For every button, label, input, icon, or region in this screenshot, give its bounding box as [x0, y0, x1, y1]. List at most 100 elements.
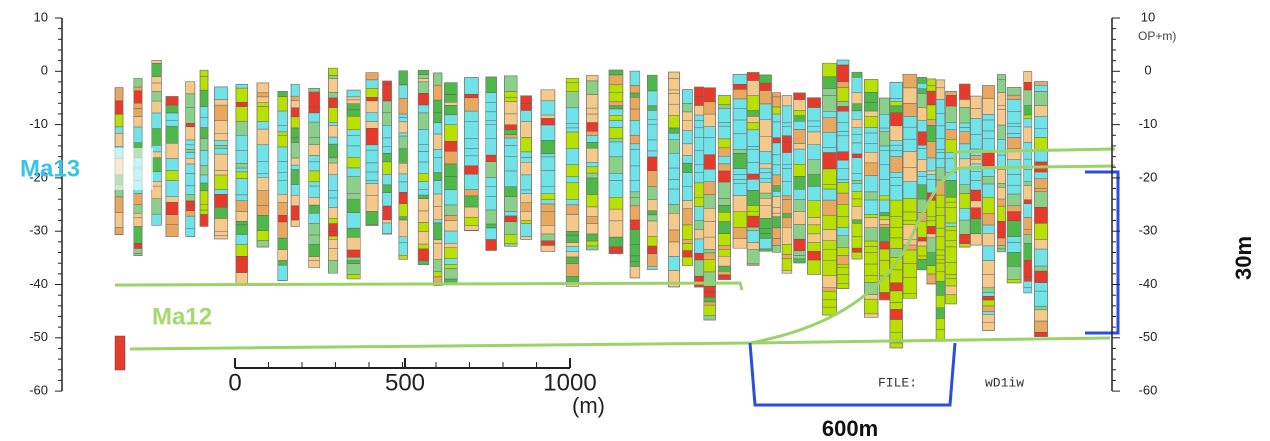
borehole-segment	[936, 88, 945, 100]
borehole-segment	[959, 123, 970, 127]
borehole-segment	[970, 156, 981, 160]
borehole-segment	[837, 169, 849, 180]
borehole-segment	[970, 134, 981, 149]
borehole-segment	[852, 104, 862, 111]
borehole-segment	[760, 218, 772, 228]
borehole-segment	[291, 108, 299, 117]
borehole-segment	[504, 243, 517, 246]
borehole-segment	[747, 231, 759, 243]
borehole-segment	[366, 163, 378, 172]
left-tick-label: -40	[29, 276, 48, 291]
borehole-segment	[794, 121, 806, 129]
borehole-segment	[772, 97, 780, 107]
borehole-segment	[718, 212, 730, 221]
borehole-segment	[647, 157, 657, 171]
borehole-segment	[879, 132, 889, 146]
borehole-segment	[772, 165, 780, 175]
borehole-segment	[946, 91, 957, 95]
borehole-segment	[134, 78, 142, 87]
borehole-segment	[903, 127, 917, 139]
borehole-segment	[309, 107, 320, 113]
borehole-segment	[704, 302, 716, 305]
borehole-segment	[704, 138, 716, 155]
borehole-segment	[782, 153, 792, 165]
borehole-segment	[807, 121, 820, 126]
borehole-segment	[152, 91, 162, 101]
borehole-segment	[278, 91, 288, 96]
borehole-segment	[366, 121, 378, 128]
borehole-segment	[566, 177, 579, 183]
right-tick-label: 0	[1144, 63, 1151, 78]
borehole-segment	[278, 265, 288, 280]
borehole-segment	[772, 175, 780, 186]
borehole-segment	[418, 113, 429, 129]
borehole-segment	[152, 214, 162, 225]
borehole-segment	[521, 152, 532, 158]
scale-unit: (m)	[572, 393, 605, 418]
borehole-segment	[852, 135, 862, 143]
borehole-segment	[879, 165, 889, 180]
borehole-segment	[864, 92, 878, 102]
borehole-segment	[486, 77, 497, 93]
borehole-segment	[837, 82, 849, 88]
borehole-segment	[1034, 192, 1047, 207]
borehole-segment	[936, 260, 945, 263]
borehole-segment	[733, 84, 747, 89]
borehole-segment	[879, 114, 889, 128]
borehole-segment	[733, 134, 747, 149]
borehole-segment	[278, 147, 288, 161]
borehole-segment	[718, 182, 730, 198]
borehole-segment	[566, 165, 579, 177]
borehole-segment	[347, 157, 360, 168]
borehole-segment	[1007, 221, 1021, 237]
borehole-segment	[152, 129, 162, 146]
borehole-segment	[647, 211, 657, 215]
borehole-segment	[200, 183, 208, 191]
borehole-segment	[718, 126, 730, 139]
borehole-segment	[1007, 87, 1021, 95]
borehole-segment	[668, 242, 679, 256]
borehole-segment	[733, 179, 747, 183]
borehole-segment	[837, 111, 849, 122]
borehole-segment	[586, 135, 598, 142]
borehole-segment	[1007, 243, 1021, 253]
borehole-segment	[521, 221, 532, 224]
borehole-segment	[418, 93, 429, 105]
ma13-label: Ma13	[20, 155, 80, 182]
borehole-segment	[694, 165, 703, 172]
borehole-segment	[852, 199, 862, 206]
borehole-segment	[982, 197, 994, 214]
borehole-segment	[852, 158, 862, 173]
borehole-segment	[1024, 230, 1032, 235]
borehole-segment	[747, 174, 759, 179]
borehole-segment	[782, 165, 792, 169]
borehole-segment	[918, 83, 927, 88]
borehole-segment	[837, 274, 849, 283]
borehole-segment	[418, 190, 429, 195]
borehole-segment	[433, 113, 442, 123]
borehole-segment	[309, 137, 320, 144]
borehole-segment	[718, 205, 730, 212]
borehole-segment	[733, 89, 747, 99]
borehole-segment	[214, 218, 227, 231]
borehole-segment	[807, 175, 820, 187]
borehole-segment	[1034, 91, 1047, 105]
borehole-segment	[152, 182, 162, 187]
borehole-segment	[946, 95, 957, 106]
borehole-segment	[521, 157, 532, 162]
borehole-segment	[747, 111, 759, 117]
borehole-segment	[927, 238, 936, 253]
borehole-segment	[903, 212, 917, 220]
borehole-segment	[278, 111, 288, 126]
borehole-segment	[718, 122, 730, 126]
borehole-segment	[760, 168, 772, 173]
borehole-segment	[134, 213, 142, 218]
borehole-segment	[903, 88, 917, 103]
borehole-segment	[257, 103, 269, 107]
borehole-segment	[433, 194, 442, 206]
borehole-segment	[1034, 321, 1047, 332]
borehole-segment	[464, 94, 478, 98]
borehole-segment	[970, 181, 981, 190]
borehole-segment	[694, 253, 703, 260]
borehole-segment	[823, 63, 837, 77]
